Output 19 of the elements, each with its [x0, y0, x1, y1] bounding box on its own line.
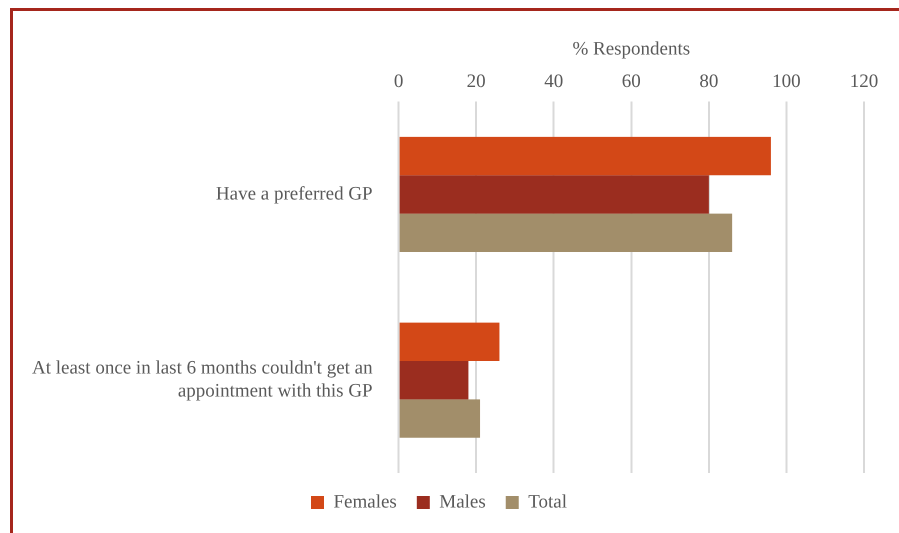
legend-label: Total	[528, 491, 568, 512]
y-tick-label: At least once in last 6 months couldn't get an appointment with this GP	[32, 358, 374, 402]
x-tick-label: 80	[699, 71, 718, 92]
bar	[400, 175, 709, 214]
bar	[400, 360, 468, 400]
y-tick-label: Have a preferred GP	[216, 183, 373, 204]
x-tick-label: 100	[772, 71, 801, 92]
bar	[400, 214, 732, 252]
x-tick-label: 40	[544, 71, 564, 92]
bar	[400, 399, 480, 438]
legend-label: Females	[333, 491, 397, 512]
bar	[400, 136, 771, 176]
x-axis-title: % Respondents	[572, 38, 690, 60]
x-tick-label: 0	[394, 71, 404, 92]
x-tick-label: 120	[850, 71, 878, 92]
bar	[400, 322, 500, 361]
legend-label: Males	[439, 491, 486, 512]
x-tick-label: 60	[622, 71, 641, 92]
x-tick-label: 20	[466, 71, 486, 92]
